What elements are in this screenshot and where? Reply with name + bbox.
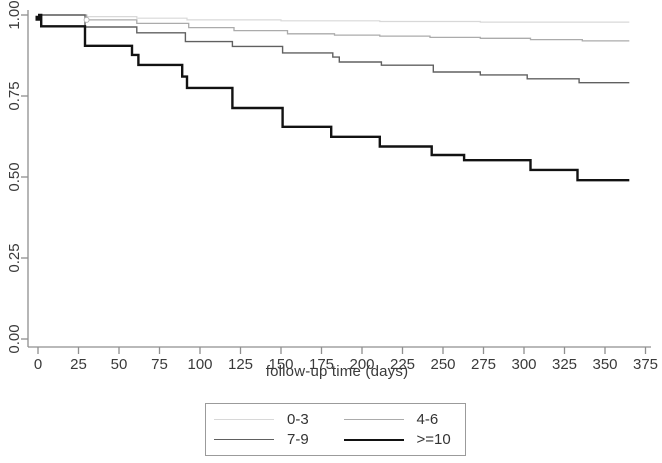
x-tick-label: 50 — [111, 356, 128, 373]
legend-label: 7-9 — [287, 431, 309, 449]
legend-line-sample — [214, 418, 274, 420]
start-square-marker — [35, 15, 41, 21]
y-tick-label: 1.00 — [6, 0, 23, 29]
legend-box: 0-3 4-6 7-9 >=10 — [205, 403, 466, 456]
legend-line-sample — [343, 418, 404, 420]
x-tick-label: 150 — [268, 356, 293, 373]
legend-entry: 0-3 — [214, 411, 336, 428]
x-tick-label: 100 — [187, 356, 212, 373]
x-tick-label: 350 — [592, 356, 617, 373]
x-tick-label: 275 — [471, 356, 496, 373]
legend-entry: 4-6 — [343, 410, 466, 428]
series-line-7-9 — [38, 14, 630, 84]
legend-label: 0-3 — [287, 410, 309, 428]
legend-entry: 7-9 — [214, 431, 336, 448]
x-tick-label: 0 — [34, 356, 42, 373]
x-tick-label: 225 — [390, 356, 415, 373]
censor-circle-marker — [83, 16, 90, 23]
legend-entry: >=10 — [343, 431, 466, 449]
x-tick-label: 175 — [309, 356, 334, 373]
y-tick-label: 0.00 — [6, 324, 23, 353]
x-tick-label: 325 — [552, 356, 577, 373]
y-tick-label: 0.25 — [6, 243, 23, 272]
legend-label: 4-6 — [416, 410, 439, 428]
series-line-0-3 — [38, 14, 630, 23]
legend-line-sample — [214, 439, 274, 441]
y-tick-label: 0.50 — [6, 162, 23, 191]
legend-row: 0-3 4-6 — [206, 411, 465, 428]
legend-row: 7-9 >=10 — [206, 431, 465, 448]
series-line--10 — [38, 13, 630, 182]
series-line-4-6 — [38, 14, 630, 42]
x-tick-label: 25 — [70, 356, 87, 373]
x-axis-title: follow-up time (days) — [265, 363, 409, 380]
x-tick-label: 300 — [511, 356, 536, 373]
x-tick-label: 125 — [228, 356, 253, 373]
y-tick-label: 0.75 — [6, 81, 23, 110]
x-tick-label: 200 — [349, 356, 374, 373]
x-tick-label: 250 — [430, 356, 455, 373]
legend-line-sample — [343, 438, 404, 441]
x-tick-label: 75 — [151, 356, 168, 373]
legend-label: >=10 — [416, 431, 451, 449]
x-tick-label: 375 — [633, 356, 658, 373]
